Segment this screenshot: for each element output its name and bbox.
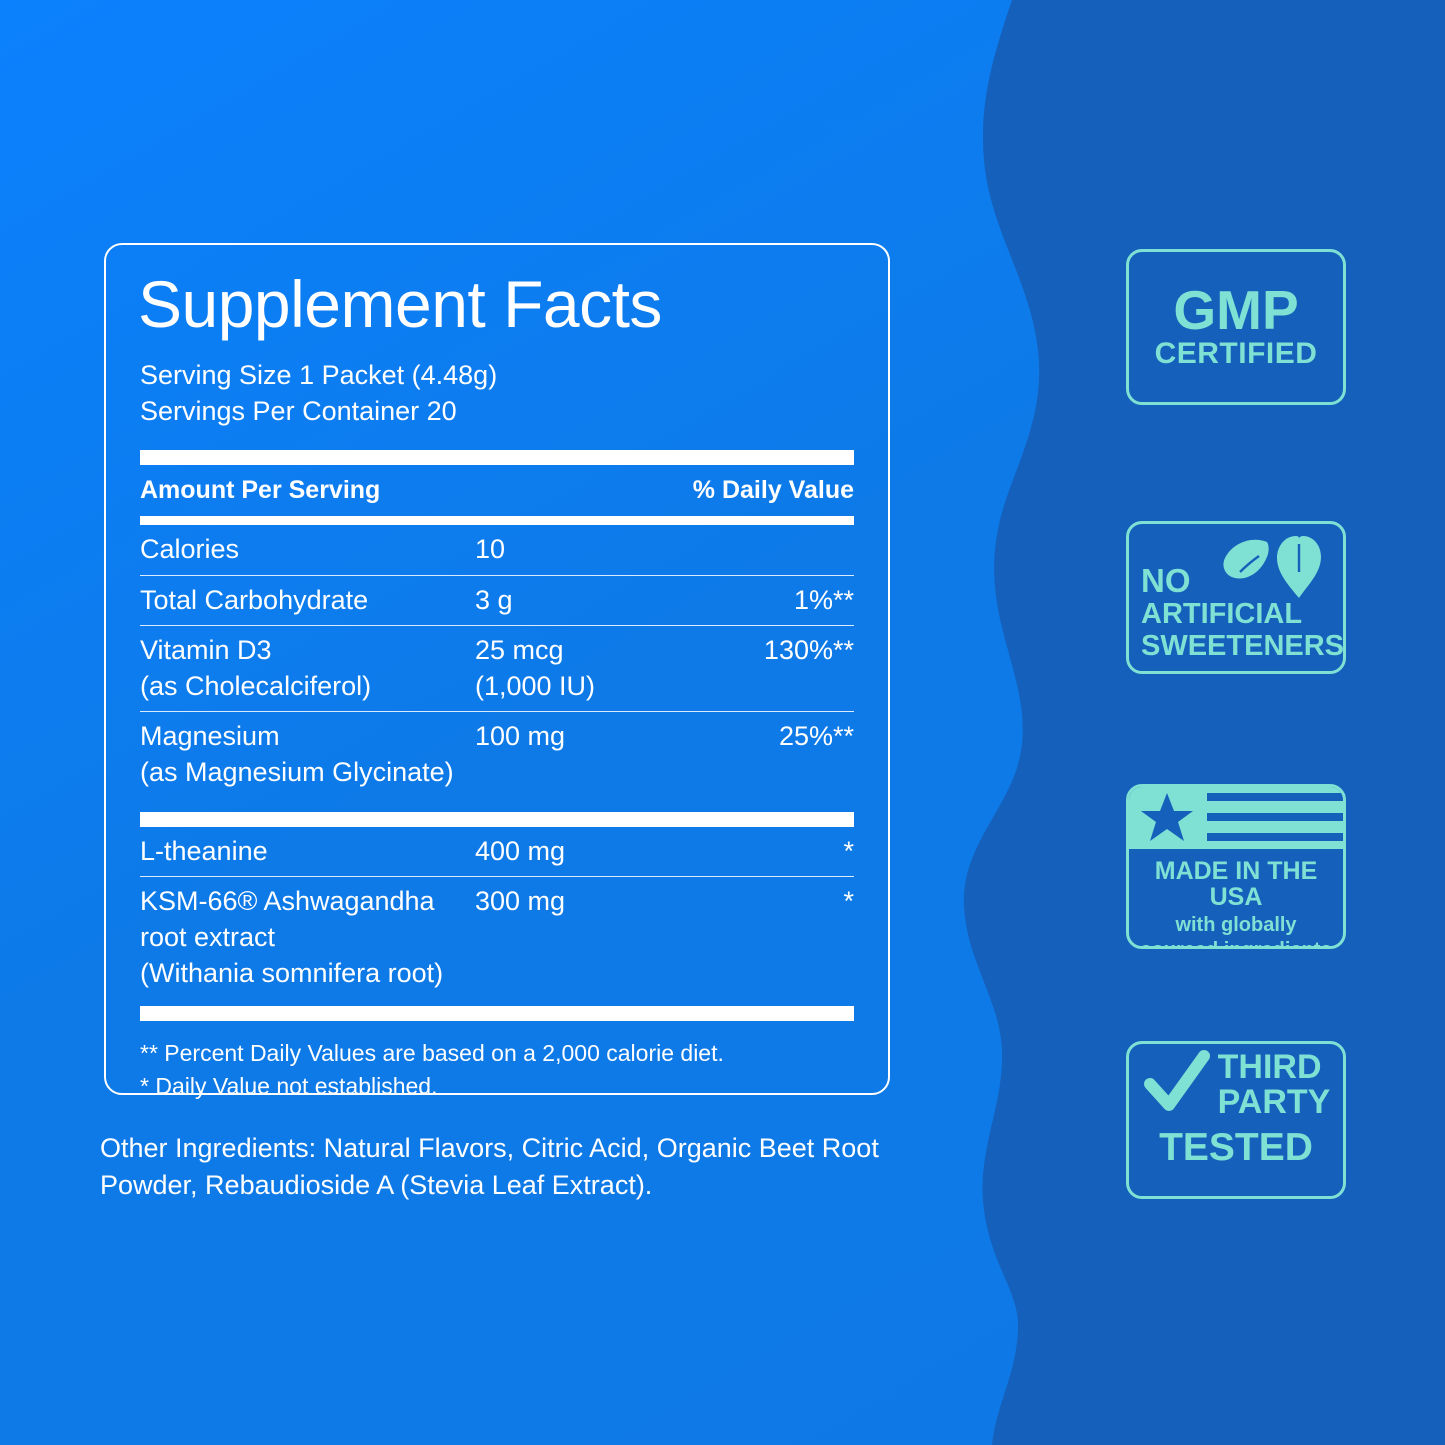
nutrient-daily-value: *: [843, 835, 854, 866]
table-row: Magnesium (as Magnesium Glycinate) 100 m…: [140, 712, 854, 797]
nutrient-name: Calories: [140, 533, 240, 564]
nutrient-name: KSM-66® Ashwagandha root extract (Withan…: [140, 884, 475, 991]
divider-bar-thick: [140, 449, 854, 465]
nutrient-daily-value: 130%**: [763, 635, 854, 666]
other-ingredients-text: Other Ingredients: Natural Flavors, Citr…: [100, 1133, 879, 1201]
servings-per-container: Servings Per Container 20: [140, 396, 457, 427]
badge-gmp-subtitle: CERTIFIED: [1154, 337, 1318, 371]
badge-usa-text: MADE IN THE USA with globally sourced in…: [1129, 857, 1343, 946]
table-row: L-theanine 400 mg *: [140, 827, 854, 878]
nutrient-name-sub: (as Magnesium Glycinate): [140, 757, 454, 787]
nutrient-amount: 3 g: [475, 584, 513, 615]
badge-usa-line3: sourced ingredients: [1129, 939, 1343, 946]
table-row: Vitamin D3 (as Cholecalciferol) 25 mcg (…: [140, 626, 854, 713]
serving-info: Serving Size 1 Packet (4.48g) Servings P…: [140, 357, 870, 430]
table-header-row: Amount Per Serving % Daily Value: [140, 476, 854, 505]
nutrient-amount: 400 mg: [475, 835, 566, 866]
nutrient-daily-value: *: [843, 886, 854, 917]
badge-sweeteners-line1: NO: [1141, 562, 1191, 599]
badge-usa-line1: MADE IN THE USA: [1154, 857, 1318, 912]
usa-flag-icon: [1129, 787, 1343, 849]
nutrient-amount: 300 mg: [475, 886, 566, 917]
leaves-icon: [1219, 532, 1327, 609]
table-row: KSM-66® Ashwagandha root extract (Withan…: [140, 877, 854, 998]
header-daily-value: % Daily Value: [692, 475, 854, 504]
badge-sweeteners-line3: SWEETENERS: [1141, 630, 1345, 662]
badge-gmp-certified: GMP CERTIFIED: [1126, 249, 1346, 405]
nutrient-name-main: Vitamin D3: [140, 635, 272, 666]
footnote-daily-values: ** Percent Daily Values are based on a 2…: [140, 1040, 724, 1067]
nutrient-name-main: KSM-66® Ashwagandha: [140, 886, 435, 917]
nutrient-rows: Calories 10 Total Carbohydrate 3 g 1%** …: [140, 525, 854, 798]
footnotes: ** Percent Daily Values are based on a 2…: [140, 1037, 854, 1104]
nutrient-amount: 25 mcg (1,000 IU): [475, 633, 725, 704]
nutrient-name-sub2: (Withania somnifera root): [140, 957, 444, 988]
divider-bar-footer: [140, 1006, 854, 1022]
nutrient-name-main: Magnesium: [140, 721, 280, 752]
nutrient-name: Total Carbohydrate: [140, 584, 369, 615]
divider-bar-section: [140, 811, 854, 827]
badge-no-artificial-sweeteners: NO ARTIFICIAL SWEETENERS: [1126, 521, 1346, 674]
nutrient-name: L-theanine: [140, 835, 268, 866]
nutrient-name: Vitamin D3 (as Cholecalciferol): [140, 633, 475, 704]
badge-tested-line3: TESTED: [1159, 1126, 1313, 1169]
nutrient-name-sub: (as Cholecalciferol): [140, 670, 372, 701]
nutrient-amount-sub: (1,000 IU): [475, 670, 596, 701]
badge-third-party-tested: THIRD PARTY TESTED: [1126, 1041, 1346, 1199]
table-row: Total Carbohydrate 3 g 1%**: [140, 576, 854, 627]
serving-size: Serving Size 1 Packet (4.48g): [140, 360, 498, 390]
nutrient-amount: 10: [475, 533, 506, 564]
nutrient-amount-main: 25 mcg: [475, 635, 564, 666]
page-title: Supplement Facts: [138, 267, 662, 341]
nutrient-name-sub: root extract: [140, 921, 276, 952]
divider-bar-medium: [140, 515, 854, 525]
nutrient-daily-value: 25%**: [778, 721, 854, 752]
nutrient-daily-value: [725, 532, 854, 568]
nutrient-daily-value: 1%**: [793, 584, 854, 615]
badge-tested-line2: PARTY: [1217, 1083, 1331, 1121]
botanical-rows: L-theanine 400 mg * KSM-66® Ashwagandha …: [140, 827, 854, 999]
badge-sweeteners-line2: ARTIFICIAL: [1141, 598, 1303, 630]
nutrient-name: Magnesium (as Magnesium Glycinate): [140, 719, 475, 790]
footnote-not-established: * Daily Value not established.: [140, 1073, 438, 1100]
badge-usa-line2: with globally: [1175, 913, 1297, 936]
badge-gmp-title: GMP: [1173, 279, 1299, 342]
header-amount-per-serving: Amount Per Serving: [140, 475, 381, 504]
table-row: Calories 10: [140, 525, 854, 576]
nutrient-amount: 100 mg: [475, 721, 566, 752]
checkmark-icon: [1143, 1050, 1210, 1111]
supplement-facts-panel: Supplement Facts Serving Size 1 Packet (…: [104, 243, 890, 1099]
badge-tested-line1: THIRD: [1217, 1048, 1322, 1087]
badge-made-in-usa: MADE IN THE USA with globally sourced in…: [1126, 784, 1346, 949]
